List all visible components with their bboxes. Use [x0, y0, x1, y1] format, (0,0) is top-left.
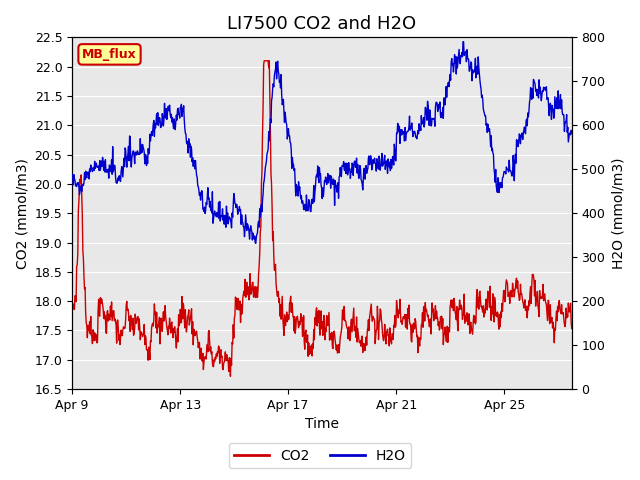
Title: LI7500 CO2 and H2O: LI7500 CO2 and H2O	[227, 15, 417, 33]
Legend: CO2, H2O: CO2, H2O	[228, 443, 412, 468]
Y-axis label: H2O (mmol/m3): H2O (mmol/m3)	[611, 157, 625, 269]
Y-axis label: CO2 (mmol/m3): CO2 (mmol/m3)	[15, 158, 29, 269]
Text: MB_flux: MB_flux	[82, 48, 137, 61]
X-axis label: Time: Time	[305, 418, 339, 432]
